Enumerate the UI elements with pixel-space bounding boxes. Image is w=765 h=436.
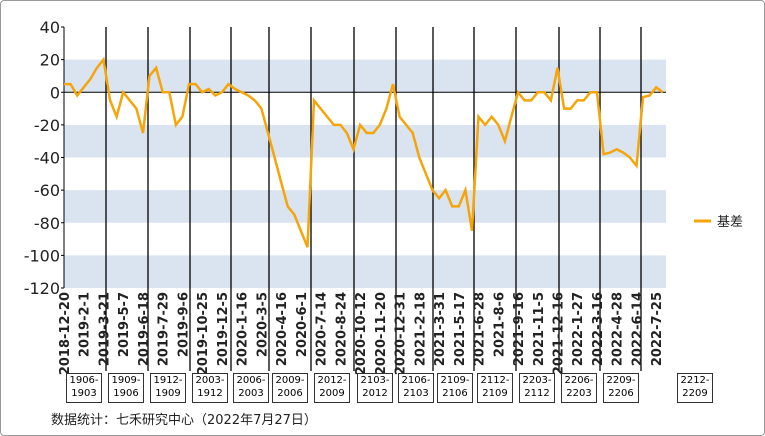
x-tick-label: 2022-6-14 [630, 292, 645, 366]
x-tick-label: 2020-12-31 [394, 292, 409, 375]
contract-box: 1906-1903 [66, 373, 102, 403]
x-tick-label: 2020-8-24 [334, 292, 349, 366]
x-tick-label: 2020-11-20 [374, 292, 389, 375]
contract-box: 2209-2206 [603, 373, 639, 403]
x-tick-label: 2019-12-5 [216, 292, 231, 366]
x-tick-label: 2022-4-28 [611, 292, 626, 366]
contract-box: 2003-1912 [192, 373, 228, 403]
x-tick-label: 2020-10-12 [354, 292, 369, 375]
y-tick-label: -80 [34, 214, 60, 233]
x-tick-label: 2020-3-5 [255, 292, 270, 357]
x-tick-label: 2020-4-16 [275, 292, 290, 366]
x-tick-label: 2021-9-16 [512, 292, 527, 366]
y-tick-label: -60 [34, 181, 60, 200]
contract-box: 2109-2106 [437, 373, 473, 403]
x-tick-label: 2019-2-1 [78, 292, 93, 357]
y-tick-label: -40 [34, 149, 60, 168]
y-tick-label: -120 [24, 279, 60, 298]
contract-box: 2212-2209 [677, 373, 713, 403]
grid-band [64, 59, 666, 93]
x-tick-label: 2021-3-31 [433, 292, 448, 366]
y-tick-label: -20 [34, 116, 60, 135]
x-tick-label: 2021-8-6 [492, 292, 507, 357]
x-tick-label: 2021-5-17 [453, 292, 468, 366]
contract-box: 2206-2203 [561, 373, 597, 403]
x-tick-label: 2019-9-6 [176, 292, 191, 357]
x-tick-label: 2022-3-16 [591, 292, 606, 366]
y-tick-label: 20 [40, 51, 60, 70]
contract-box: 2006-2003 [233, 373, 269, 403]
contract-box: 1909-1906 [108, 373, 144, 403]
legend-label: 基差 [717, 215, 743, 230]
x-tick-label: 2018-12-20 [58, 292, 73, 375]
data-line [64, 56, 664, 248]
x-tick-label: 2019-10-25 [196, 292, 211, 375]
x-tick-label: 2019-6-18 [137, 292, 152, 366]
x-tick-label: 2021-11-5 [532, 292, 547, 366]
contract-box: 1912-1909 [150, 373, 186, 403]
x-tick-label: 2021-2-18 [413, 292, 428, 366]
contract-box: 2106-2103 [398, 373, 434, 403]
x-tick-label: 2020-6-1 [295, 292, 310, 357]
x-tick-label: 2019-3-21 [97, 292, 112, 366]
grid-band [64, 190, 666, 223]
grid-band [64, 255, 666, 288]
x-tick-label: 2019-7-29 [157, 292, 172, 366]
contract-box: 2112-2109 [477, 373, 513, 403]
x-tick-label: 2019-5-7 [117, 292, 132, 357]
x-tick-label: 2022-7-25 [650, 292, 665, 366]
contract-box: 2009-2006 [272, 373, 308, 403]
y-tick-label: -100 [24, 246, 60, 265]
contract-box: 2103-2012 [357, 373, 393, 403]
x-tick-label: 2021-12-16 [552, 292, 567, 375]
y-tick-label: 40 [40, 18, 60, 37]
contract-box: 2012-2009 [314, 373, 350, 403]
y-tick-label: 0 [50, 83, 60, 102]
x-tick-label: 2020-7-14 [315, 292, 330, 366]
source-note: 数据统计：七禾研究中心（2022年7月27日） [51, 413, 317, 428]
x-tick-label: 2021-6-28 [473, 292, 488, 366]
x-tick-label: 2020-1-16 [236, 292, 251, 366]
x-tick-label: 2022-1-27 [571, 292, 586, 366]
contract-box: 2203-2112 [519, 373, 555, 403]
